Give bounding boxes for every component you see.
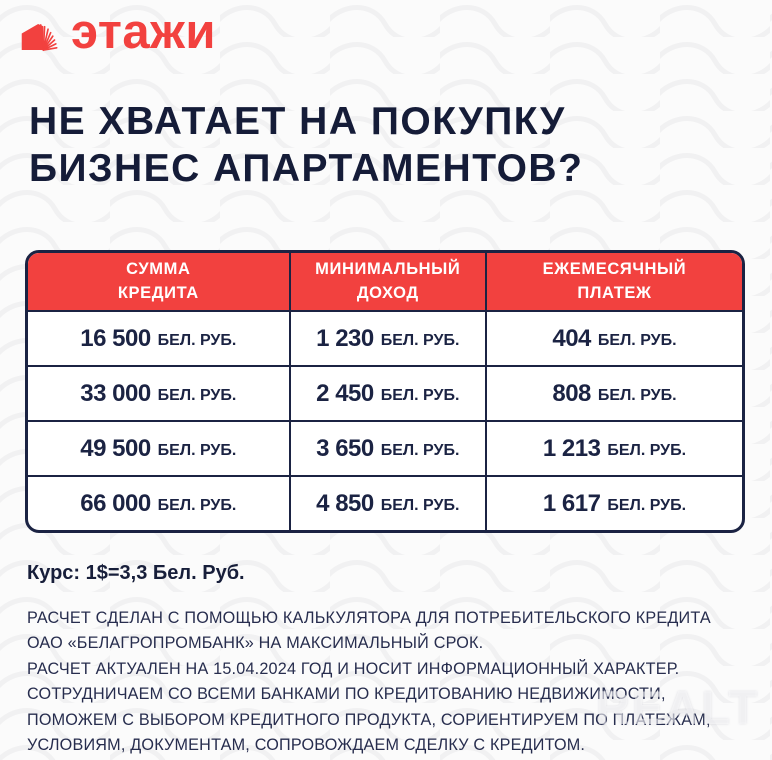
- amount-value: 808: [552, 379, 591, 407]
- currency-unit: БЕЛ. РУБ.: [597, 331, 677, 349]
- table-row: 66 000 БЕЛ. РУБ. 4 850 БЕЛ. РУБ. 1 617 Б…: [28, 475, 742, 530]
- page-title: НЕ ХВАТАЕТ НА ПОКУПКУ БИЗНЕС АПАРТАМЕНТО…: [29, 100, 584, 190]
- currency-unit: БЕЛ. РУБ.: [157, 331, 237, 349]
- currency-unit: БЕЛ. РУБ.: [157, 386, 237, 404]
- amount-value: 66 000: [80, 489, 151, 517]
- monthly-payment-cell: 1 617 БЕЛ. РУБ.: [484, 477, 742, 530]
- amount-value: 16 500: [80, 324, 151, 352]
- table-header-row: СУММА КРЕДИТА МИНИМАЛЬНЫЙ ДОХОД ЕЖЕМЕСЯЧ…: [28, 253, 742, 310]
- currency-unit: БЕЛ. РУБ.: [380, 331, 460, 349]
- etazhi-house-icon: [21, 23, 58, 51]
- disclaimer-text: РАСЧЕТ СДЕЛАН С ПОМОЩЬЮ КАЛЬКУЛЯТОРА ДЛЯ…: [27, 609, 711, 755]
- exchange-rate-note: Курс: 1$=3,3 Бел. Руб.: [27, 562, 245, 584]
- table-row: 33 000 БЕЛ. РУБ. 2 450 БЕЛ. РУБ. 808 БЕЛ…: [28, 365, 742, 420]
- credit-sum-cell: 66 000 БЕЛ. РУБ.: [28, 477, 289, 530]
- credit-table: СУММА КРЕДИТА МИНИМАЛЬНЫЙ ДОХОД ЕЖЕМЕСЯЧ…: [25, 250, 745, 533]
- currency-unit: БЕЛ. РУБ.: [380, 441, 460, 459]
- amount-value: 1 617: [542, 489, 601, 517]
- min-income-cell: 1 230 БЕЛ. РУБ.: [288, 312, 485, 365]
- brand-name: этажи: [71, 5, 217, 59]
- currency-unit: БЕЛ. РУБ.: [157, 496, 237, 514]
- amount-value: 2 450: [316, 379, 374, 407]
- amount-value: 1 213: [542, 434, 601, 462]
- min-income-cell: 2 450 БЕЛ. РУБ.: [288, 367, 485, 420]
- monthly-payment-cell: 1 213 БЕЛ. РУБ.: [484, 422, 742, 475]
- currency-unit: БЕЛ. РУБ.: [380, 386, 460, 404]
- column-header-monthly-payment: ЕЖЕМЕСЯЧНЫЙ ПЛАТЕЖ: [484, 253, 742, 310]
- column-header-credit-sum: СУММА КРЕДИТА: [117, 259, 199, 302]
- amount-value: 49 500: [80, 434, 151, 462]
- amount-value: 1 230: [316, 324, 374, 352]
- credit-sum-cell: 49 500 БЕЛ. РУБ.: [28, 422, 289, 475]
- amount-value: 4 850: [316, 489, 374, 517]
- column-header-min-income: МИНИМАЛЬНЫЙ ДОХОД: [288, 253, 485, 310]
- currency-unit: БЕЛ. РУБ.: [597, 386, 677, 404]
- min-income-cell: 3 650 БЕЛ. РУБ.: [288, 422, 485, 475]
- min-income-cell: 4 850 БЕЛ. РУБ.: [288, 477, 485, 530]
- amount-value: 3 650: [316, 434, 374, 462]
- amount-value: 33 000: [80, 379, 151, 407]
- brand-logo: этажи: [20, 8, 216, 57]
- currency-unit: БЕЛ. РУБ.: [157, 441, 237, 459]
- monthly-payment-cell: 808 БЕЛ. РУБ.: [484, 367, 742, 420]
- amount-value: 404: [552, 324, 591, 352]
- table-row: 49 500 БЕЛ. РУБ. 3 650 БЕЛ. РУБ. 1 213 Б…: [28, 420, 742, 475]
- credit-sum-cell: 33 000 БЕЛ. РУБ.: [28, 367, 289, 420]
- table-row: 16 500 БЕЛ. РУБ. 1 230 БЕЛ. РУБ. 404 БЕЛ…: [28, 310, 742, 365]
- currency-unit: БЕЛ. РУБ.: [380, 496, 460, 514]
- currency-unit: БЕЛ. РУБ.: [607, 496, 687, 514]
- credit-sum-cell: 16 500 БЕЛ. РУБ.: [28, 312, 289, 365]
- currency-unit: БЕЛ. РУБ.: [607, 441, 687, 459]
- monthly-payment-cell: 404 БЕЛ. РУБ.: [484, 312, 742, 365]
